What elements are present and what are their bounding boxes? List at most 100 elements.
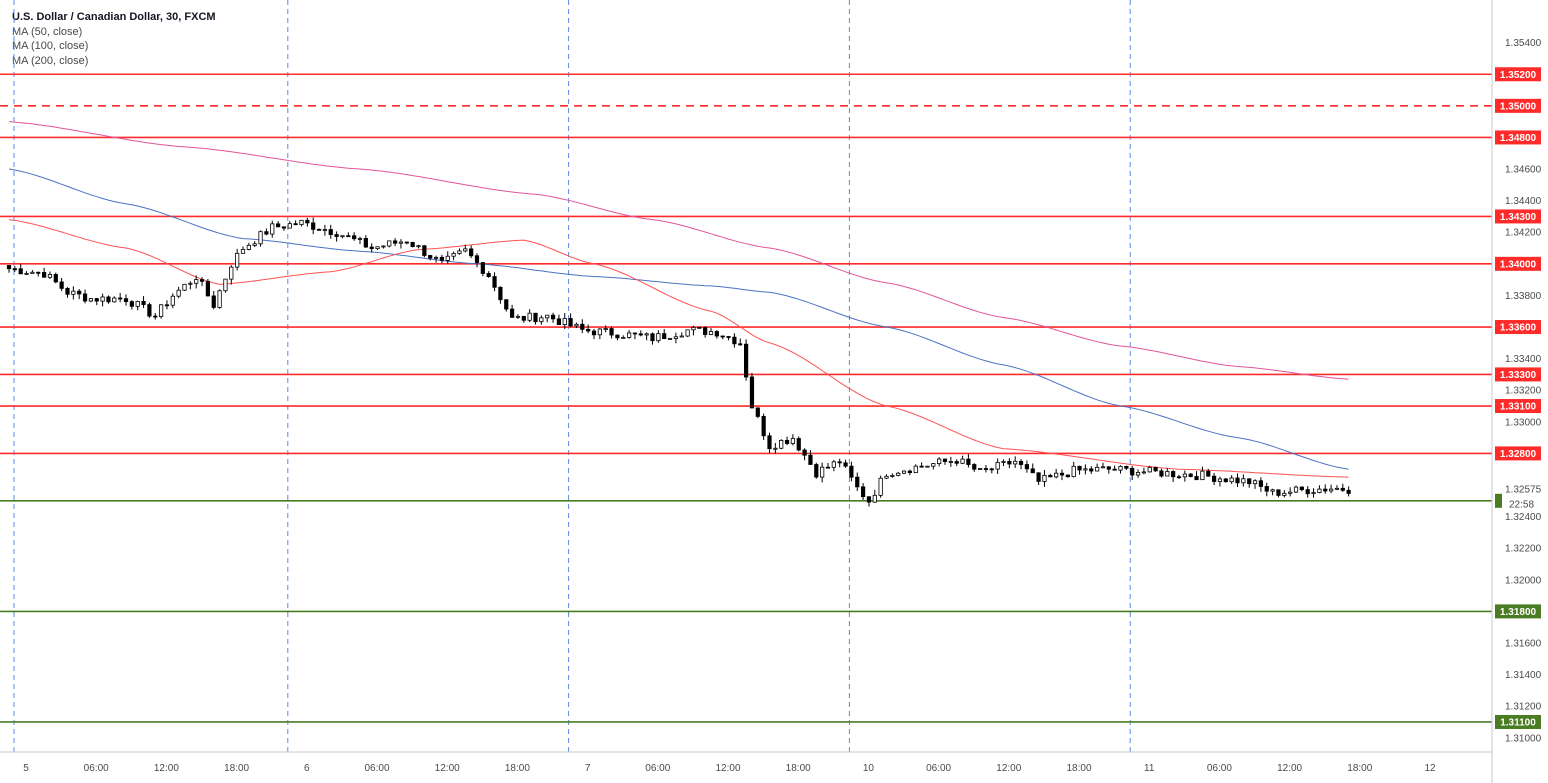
candle-body xyxy=(837,461,842,464)
candle-body xyxy=(147,304,152,317)
candle-body xyxy=(550,314,556,320)
time-tick-label: 12:00 xyxy=(1277,763,1302,774)
candle-body xyxy=(42,272,47,278)
candle-body xyxy=(650,333,655,342)
candle-body xyxy=(469,248,474,257)
candle-body xyxy=(644,333,649,336)
candle-body xyxy=(334,234,339,237)
candle-body xyxy=(1299,486,1304,491)
candle-body xyxy=(896,472,901,476)
candle-body xyxy=(311,222,316,230)
candle-body xyxy=(112,297,117,303)
countdown-label: 22:58 xyxy=(1509,499,1534,510)
time-tick-label: 10 xyxy=(863,763,875,774)
candle-body xyxy=(1212,475,1217,482)
last-price-label: 1.32575 xyxy=(1505,484,1542,495)
candle-body xyxy=(556,318,562,325)
price-tick-label: 1.31200 xyxy=(1505,702,1542,713)
candle-body xyxy=(439,256,445,261)
candle-body xyxy=(843,462,848,467)
support-price-label-bg xyxy=(1495,604,1541,619)
candle-body xyxy=(118,297,123,300)
candle-body xyxy=(199,279,205,282)
candle-body xyxy=(779,439,784,449)
price-tick-label: 1.35400 xyxy=(1505,38,1542,49)
candle-body xyxy=(235,252,240,268)
candle-body xyxy=(790,438,796,444)
candle-body xyxy=(1247,478,1252,485)
candle-body xyxy=(305,219,310,224)
candle-body xyxy=(504,299,509,310)
candle-body xyxy=(1077,465,1082,471)
candle-body xyxy=(995,462,1000,470)
candle-body xyxy=(1282,492,1287,496)
candle-body xyxy=(404,241,409,244)
candle-body xyxy=(1264,486,1269,492)
candle-body xyxy=(65,287,70,295)
candle-body xyxy=(597,328,602,336)
candle-body xyxy=(188,282,193,285)
candle-body xyxy=(1013,460,1018,465)
resistance-price-label-bg xyxy=(1495,367,1541,382)
candle-body xyxy=(539,317,544,323)
price-tick-label: 1.33000 xyxy=(1505,417,1542,428)
candle-body xyxy=(884,475,889,479)
candle-body xyxy=(948,461,953,463)
candle-body xyxy=(1188,473,1193,477)
resistance-price-label: 1.33100 xyxy=(1500,402,1537,413)
candle-body xyxy=(521,315,526,321)
resistance-price-label-bg xyxy=(1495,446,1541,461)
resistance-price-label: 1.32800 xyxy=(1500,449,1537,460)
candle-body xyxy=(586,328,591,332)
candle-body xyxy=(1165,471,1170,477)
candle-body xyxy=(392,240,398,244)
candle-body xyxy=(901,470,907,474)
candle-body xyxy=(275,223,281,228)
candle-body xyxy=(1007,460,1012,465)
resistance-price-label-bg xyxy=(1495,67,1541,82)
candle-body xyxy=(1171,471,1176,478)
price-tick-label: 1.34200 xyxy=(1505,228,1542,239)
candle-body xyxy=(176,289,181,297)
candle-body xyxy=(194,279,199,284)
price-tick-label: 1.33800 xyxy=(1505,291,1542,302)
candle-body xyxy=(416,245,421,248)
candle-body xyxy=(1252,480,1258,485)
candle-body xyxy=(527,312,532,321)
candle-body xyxy=(656,333,661,342)
candle-body xyxy=(1258,480,1263,487)
candle-body xyxy=(445,255,450,261)
resistance-price-label: 1.34800 xyxy=(1500,133,1537,144)
candle-body xyxy=(942,458,948,462)
candle-body xyxy=(703,327,708,335)
candle-body xyxy=(1182,473,1187,478)
resistance-price-label: 1.34300 xyxy=(1500,212,1537,223)
candle-body xyxy=(457,250,462,254)
chart-title: U.S. Dollar / Canadian Dollar, 30, FXCM xyxy=(12,11,216,23)
candle-body xyxy=(270,223,275,235)
candle-body xyxy=(1147,466,1152,473)
candle-body xyxy=(679,335,684,338)
candlesticks xyxy=(6,217,1351,507)
candle-body xyxy=(164,304,170,307)
candle-body xyxy=(53,274,58,283)
candle-body xyxy=(1071,465,1076,478)
candle-body xyxy=(1095,466,1100,472)
resistance-price-label: 1.35000 xyxy=(1500,101,1537,112)
candle-body xyxy=(1065,474,1070,478)
candle-body xyxy=(217,290,222,308)
time-tick-label: 06:00 xyxy=(1207,763,1232,774)
candle-body xyxy=(662,333,667,339)
candle-body xyxy=(814,464,819,478)
candle-body xyxy=(474,255,480,263)
candle-body xyxy=(808,454,813,465)
horizontal-levels xyxy=(0,73,1492,723)
support-price-label: 1.31800 xyxy=(1500,607,1537,618)
candle-body xyxy=(398,241,404,244)
candle-body xyxy=(223,278,228,292)
candle-body xyxy=(153,315,158,318)
ma-50-line xyxy=(8,219,1349,478)
candle-body xyxy=(363,238,368,248)
candle-body xyxy=(919,465,924,468)
